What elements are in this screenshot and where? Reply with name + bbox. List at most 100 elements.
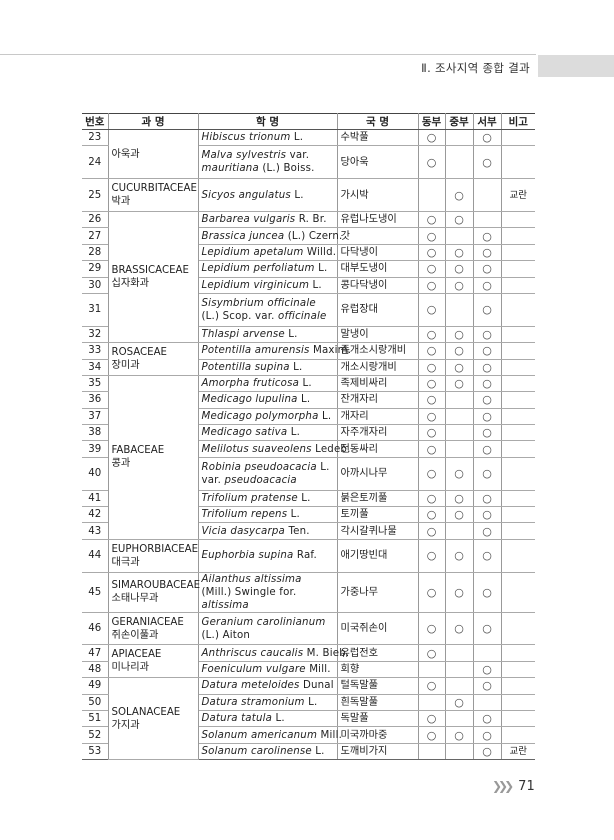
korean-name: 좀개소시랑개비 xyxy=(336,342,419,360)
presence-west: ○ xyxy=(472,506,502,524)
scientific-name-italic: pseudoacacia xyxy=(224,474,297,486)
family-name-line: APIACEAE xyxy=(111,649,162,661)
presence-west xyxy=(472,211,502,229)
family-name-line: 미나리과 xyxy=(111,662,150,674)
family-name-cell: SIMAROUBACEAE 소태나무과 xyxy=(107,572,201,613)
presence-west: ○ xyxy=(472,391,502,409)
korean-name: 아까시나무 xyxy=(336,457,419,491)
scientific-name-author: Raf. xyxy=(293,550,317,562)
row-number: 33 xyxy=(82,342,109,360)
korean-name: 당아욱 xyxy=(336,145,419,180)
circle-mark-icon: ○ xyxy=(454,278,464,292)
korean-name: 토끼풀 xyxy=(336,506,419,524)
circle-mark-icon: ○ xyxy=(454,245,464,259)
note xyxy=(500,522,535,540)
circle-mark-icon: ○ xyxy=(454,377,464,391)
presence-east: ○ xyxy=(417,326,446,344)
table-row: 33 ROSACEAE 장미과 Potentilla amurensis Maxim.… xyxy=(82,342,535,376)
korean-name: 다닥냉이 xyxy=(336,244,419,262)
note xyxy=(500,539,535,573)
row-number: 30 xyxy=(82,277,109,294)
row-number: 31 xyxy=(82,293,109,327)
presence-west: ○ xyxy=(472,359,502,376)
note xyxy=(500,457,535,491)
circle-mark-icon: ○ xyxy=(482,663,492,676)
scientific-name-italic: Medicago polymorpha xyxy=(201,410,319,422)
family-name-line: FABACEAE xyxy=(111,445,165,457)
family-name-cell: FABACEAE 콩과 xyxy=(107,375,199,540)
circle-mark-icon: ○ xyxy=(454,585,464,599)
scientific-name: Foeniculum vulgare Mill. xyxy=(197,661,338,679)
korean-name: 자주개자리 xyxy=(336,424,419,442)
table-row: 41 Trifolium pratense L. 붉은토끼풀 ○ ○ ○ xyxy=(82,490,535,508)
circle-mark-icon: ○ xyxy=(482,262,492,276)
note xyxy=(500,408,535,426)
presence-west: ○ xyxy=(472,145,502,180)
scientific-name-italic: Foeniculum vulgare xyxy=(201,664,306,675)
row-number: 47 xyxy=(82,644,109,662)
presence-central xyxy=(444,391,474,409)
family-name-cell: EUPHORBIACEAE 대극과 xyxy=(107,539,199,573)
presence-west: ○ xyxy=(472,244,502,262)
circle-mark-icon: ○ xyxy=(482,327,492,341)
scientific-name-author: L. xyxy=(304,696,318,708)
presence-west xyxy=(472,178,502,212)
header-tab-block xyxy=(538,55,614,77)
circle-mark-icon: ○ xyxy=(454,327,464,341)
note xyxy=(500,293,535,327)
table-row: 25 CUCURBITACEAE 박과 Sicyos angulatus L. 가시박 ○… xyxy=(82,178,535,212)
circle-mark-icon: ○ xyxy=(426,491,437,505)
circle-mark-icon: ○ xyxy=(482,229,492,243)
circle-mark-icon: ○ xyxy=(454,622,464,636)
scientific-name: Solanum carolinense L. xyxy=(197,743,338,761)
note xyxy=(500,342,535,360)
note xyxy=(500,710,535,728)
presence-west: ○ xyxy=(472,440,502,458)
korean-name: 유럽전호 xyxy=(336,644,419,662)
table-row: 39 Melilotus suaveolens Ledeb. 전동싸리 ○ ○ xyxy=(82,440,535,458)
korean-name: 족제비싸리 xyxy=(336,375,419,393)
scientific-name-author: Dunal xyxy=(299,680,334,692)
korean-name: 대부도냉이 xyxy=(336,260,419,278)
presence-west: ○ xyxy=(472,375,502,393)
scientific-name-author: Ten. xyxy=(285,525,310,537)
scientific-name-author: L. xyxy=(287,509,300,521)
row-number: 28 xyxy=(82,244,109,262)
table-row: 52 Solanum americanum Mill. 미국까마중 ○ ○ ○ xyxy=(82,726,535,744)
scientific-name-italic: Anthriscus caucalis xyxy=(201,647,304,659)
scientific-name: Melilotus suaveolens Ledeb. xyxy=(197,440,350,458)
korean-name: 털독말풀 xyxy=(336,677,419,695)
korean-name: 회향 xyxy=(336,661,419,679)
presence-east: ○ xyxy=(417,293,446,327)
circle-mark-icon: ○ xyxy=(482,377,492,391)
col-header-family: 과 명 xyxy=(107,113,199,130)
presence-west: ○ xyxy=(472,726,502,744)
table-row: 36 Medicago lupulina L. 잔개자리 ○ ○ xyxy=(82,391,535,409)
presence-central: ○ xyxy=(444,277,474,294)
presence-central xyxy=(444,644,474,662)
presence-west: ○ xyxy=(472,342,502,360)
presence-central: ○ xyxy=(444,178,474,212)
scientific-name-italic: Ailanthus altissima xyxy=(201,573,302,585)
note xyxy=(500,359,535,376)
table-row: 44 EUPHORBIACEAE 대극과 Euphorbia supina Raf. 애… xyxy=(82,539,535,573)
scientific-name-author: L. xyxy=(290,132,304,144)
scientific-name-italic: Lepidium virginicum xyxy=(201,279,310,291)
scientific-name: Potentilla supina L. xyxy=(197,359,338,376)
scientific-name-italic: Potentilla amurensis xyxy=(201,345,310,357)
scientific-name-italic: Robinia pseudoacacia xyxy=(201,461,317,473)
circle-mark-icon: ○ xyxy=(482,585,492,599)
row-number: 39 xyxy=(82,440,109,458)
circle-mark-icon: ○ xyxy=(426,679,437,693)
scientific-name-italic: Malva sylvestris xyxy=(201,150,287,162)
circle-mark-icon: ○ xyxy=(426,360,437,374)
circle-mark-icon: ○ xyxy=(426,728,437,742)
row-number: 27 xyxy=(82,227,109,245)
presence-central xyxy=(444,440,474,458)
note xyxy=(500,391,535,409)
presence-central: ○ xyxy=(444,726,474,744)
circle-mark-icon: ○ xyxy=(426,278,437,292)
presence-west: ○ xyxy=(472,661,502,679)
family-name-line: SIMAROUBACEAE xyxy=(111,580,201,592)
col-header-central: 중부 xyxy=(444,113,474,130)
